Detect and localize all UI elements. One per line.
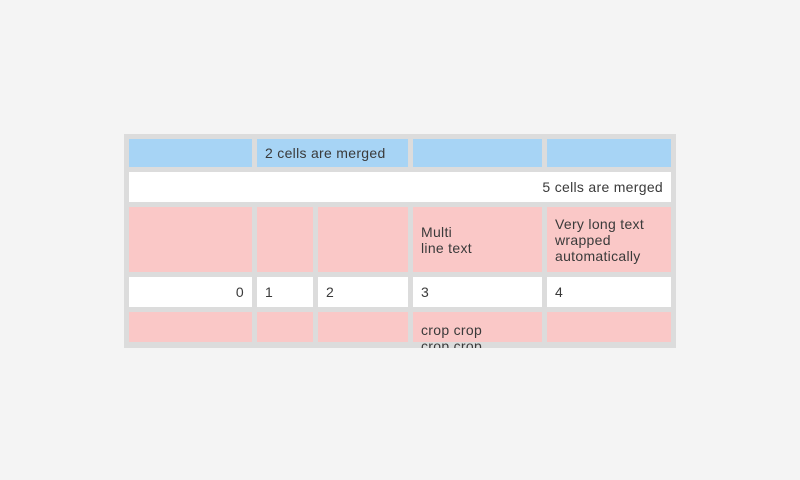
table-cell-r3c1[interactable]	[129, 207, 252, 272]
table-cell-r4c4[interactable]: 3	[413, 277, 542, 307]
table-cell-r5c1[interactable]	[129, 312, 252, 342]
table-cell-r1c5[interactable]	[547, 139, 671, 167]
demo-table[interactable]: 2 cells are merged 5 cells are merged Mu…	[124, 134, 676, 348]
table-cell-r1c2-merged[interactable]: 2 cells are merged	[257, 139, 408, 167]
table-cell-r5c4-cropped[interactable]: crop crop crop crop	[413, 312, 542, 348]
table-cell-r2-merged[interactable]: 5 cells are merged	[129, 172, 671, 202]
table-cell-r4c2[interactable]: 1	[257, 277, 313, 307]
table-cell-r5c3[interactable]	[318, 312, 408, 342]
cropped-text: crop crop crop crop	[421, 322, 483, 348]
table-cell-r4c3[interactable]: 2	[318, 277, 408, 307]
table-cell-r3c4-multiline[interactable]: Multi line text	[413, 207, 542, 272]
table-cell-r4c1[interactable]: 0	[129, 277, 252, 307]
table-cell-r4c5[interactable]: 4	[547, 277, 671, 307]
table-cell-r3c3[interactable]	[318, 207, 408, 272]
table-cell-r1c1[interactable]	[129, 139, 252, 167]
table-cell-r3c2[interactable]	[257, 207, 313, 272]
table-cell-r3c5-wrapped[interactable]: Very long text wrapped automatically	[547, 207, 671, 272]
table-cell-r1c4[interactable]	[413, 139, 542, 167]
table-cell-r5c5[interactable]	[547, 312, 671, 342]
table-cell-r5c2[interactable]	[257, 312, 313, 342]
